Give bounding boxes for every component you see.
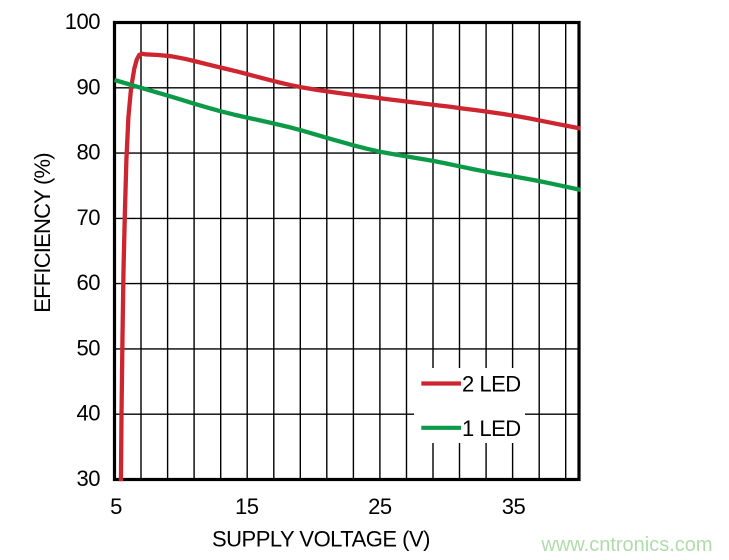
svg-text:70: 70 (77, 205, 101, 230)
svg-text:SUPPLY VOLTAGE (V): SUPPLY VOLTAGE (V) (212, 527, 430, 552)
svg-text:60: 60 (77, 270, 101, 295)
svg-text:30: 30 (77, 466, 101, 491)
svg-text:35: 35 (502, 494, 526, 519)
svg-text:2 LED: 2 LED (462, 372, 521, 397)
svg-text:90: 90 (77, 74, 101, 99)
svg-text:www.cntronics.com: www.cntronics.com (540, 534, 712, 556)
svg-text:15: 15 (235, 494, 259, 519)
svg-text:1 LED: 1 LED (462, 416, 521, 441)
svg-text:40: 40 (77, 401, 101, 426)
svg-text:25: 25 (368, 494, 392, 519)
svg-text:EFFICIENCY (%): EFFICIENCY (%) (30, 153, 55, 313)
svg-text:5: 5 (110, 494, 122, 519)
svg-text:80: 80 (77, 140, 101, 165)
svg-text:50: 50 (77, 335, 101, 360)
svg-text:100: 100 (65, 9, 100, 34)
